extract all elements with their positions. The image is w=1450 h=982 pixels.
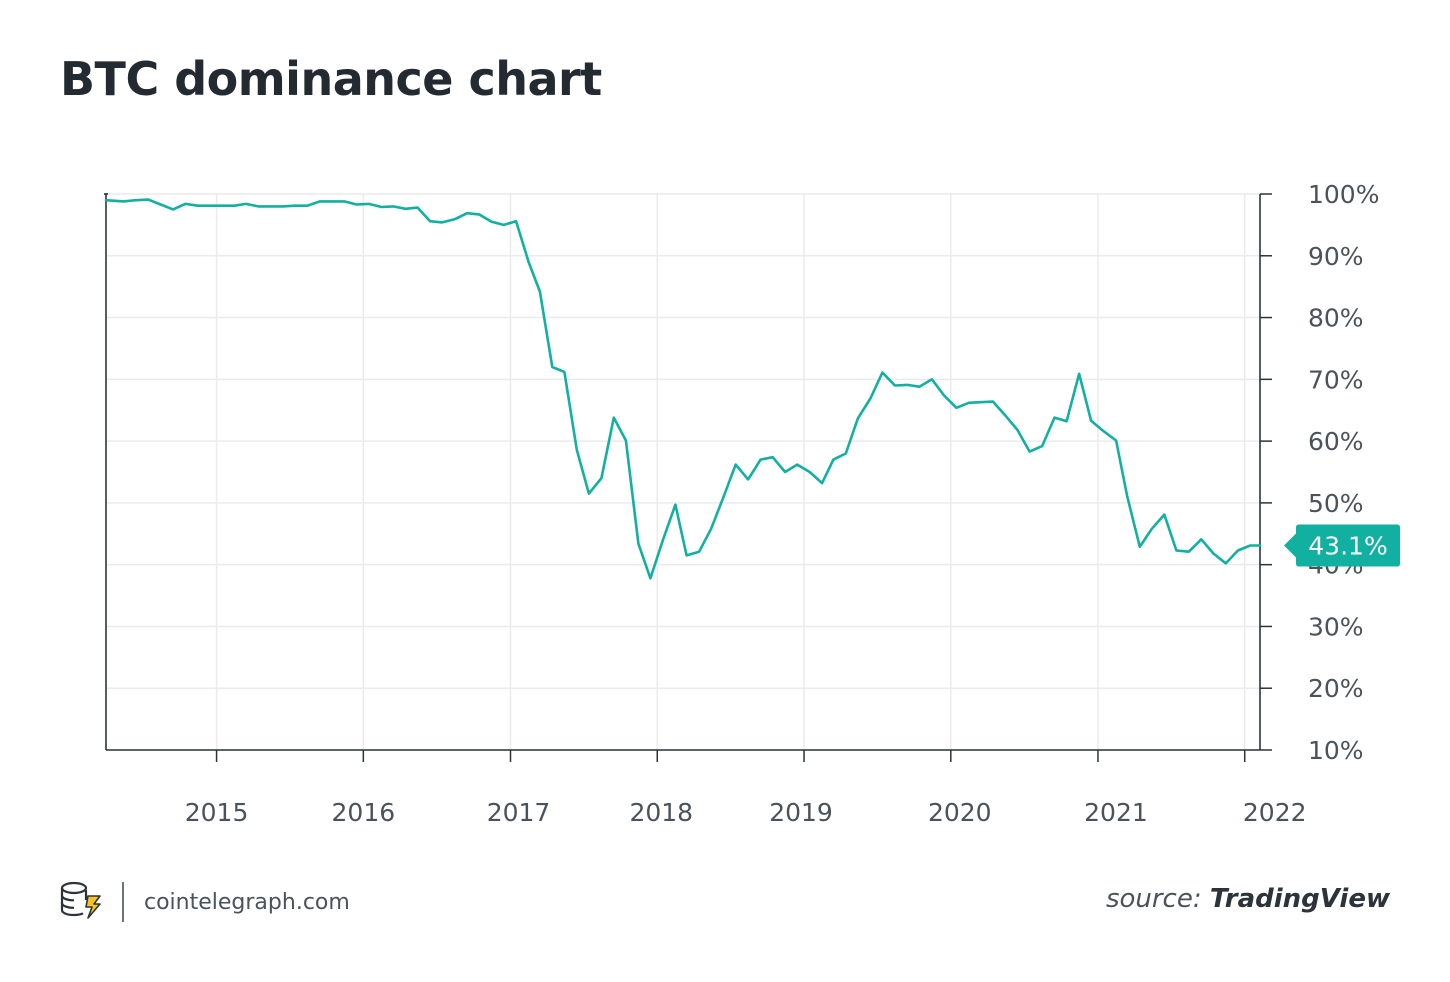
y-tick-label: 80%	[1308, 304, 1364, 333]
y-axis-tick-labels: 10%20%30%40%50%60%70%80%90%100%	[1308, 180, 1379, 765]
y-tick-label: 30%	[1308, 612, 1364, 641]
cointelegraph-coin-logo-icon	[58, 880, 104, 925]
footer-brand: cointelegraph.com	[58, 880, 350, 924]
y-tick-label: 90%	[1308, 242, 1364, 271]
y-tick-label: 10%	[1308, 736, 1364, 765]
x-tick-label: 2018	[629, 798, 693, 827]
y-tick-label: 50%	[1308, 489, 1364, 518]
last-value-badge: 43.1%	[1284, 524, 1400, 567]
chart-gridlines	[106, 193, 1260, 751]
source-prefix: source:	[1105, 884, 1202, 914]
chart-axes	[104, 193, 1272, 762]
x-tick-label: 2022	[1243, 798, 1307, 827]
x-tick-label: 2016	[332, 798, 396, 827]
x-tick-label: 2021	[1084, 798, 1148, 827]
y-tick-label: 60%	[1308, 427, 1364, 456]
y-tick-label: 100%	[1308, 180, 1379, 209]
x-tick-label: 2017	[487, 798, 551, 827]
y-tick-label: 20%	[1308, 674, 1364, 703]
x-tick-label: 2019	[769, 798, 833, 827]
footer-source: source: TradingView	[1106, 884, 1390, 914]
footer-divider	[122, 882, 124, 922]
source-name: TradingView	[1209, 884, 1390, 914]
last-value-label: 43.1%	[1308, 532, 1387, 561]
series-line-btc-dominance	[104, 198, 1262, 580]
x-tick-label: 2020	[928, 798, 992, 827]
y-tick-label: 70%	[1308, 365, 1364, 394]
x-axis-tick-labels: 2015 2016 2017 2018 2019 2020 2021 2022	[185, 798, 1307, 827]
x-tick-label: 2015	[185, 798, 249, 827]
btc-dominance-line-chart: 10%20%30%40%50%60%70%80%90%100% 20152016…	[104, 180, 1400, 827]
footer-site-link[interactable]: cointelegraph.com	[144, 889, 350, 915]
last-value-badge-shape	[1284, 524, 1400, 567]
page-title: BTC dominance chart	[60, 52, 602, 106]
